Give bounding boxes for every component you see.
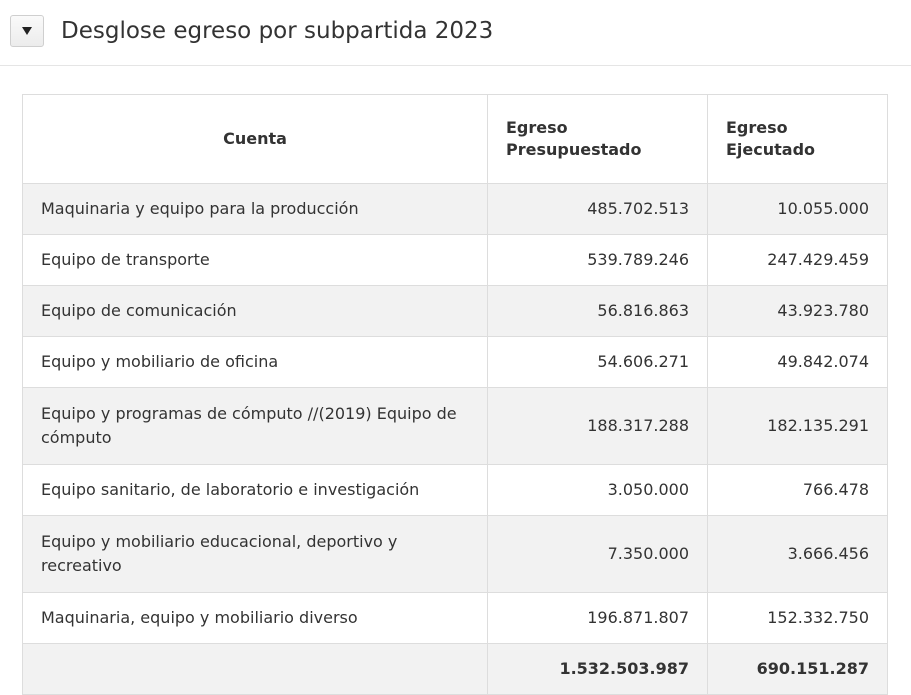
table-header-row: Cuenta Egreso Presupuestado Egreso Ejecu…: [22, 94, 888, 184]
cell-ejecutado: 182.135.291: [707, 387, 888, 465]
cell-cuenta: Equipo de comunicación: [22, 285, 488, 337]
cell-cuenta: Maquinaria y equipo para la producción: [22, 183, 488, 235]
cell-presupuestado: 56.816.863: [487, 285, 708, 337]
cell-presupuestado: 3.050.000: [487, 464, 708, 516]
cell-presupuestado: 54.606.271: [487, 336, 708, 388]
table-row: Equipo de transporte 539.789.246 247.429…: [22, 234, 888, 286]
collapse-toggle-button[interactable]: [10, 15, 44, 47]
cell-presupuestado: 485.702.513: [487, 183, 708, 235]
table-row: Maquinaria, equipo y mobiliario diverso …: [22, 592, 888, 644]
cell-ejecutado: 3.666.456: [707, 515, 888, 593]
column-header-presupuestado[interactable]: Egreso Presupuestado: [487, 94, 708, 184]
cell-presupuestado: 188.317.288: [487, 387, 708, 465]
table-row: Equipo de comunicación 56.816.863 43.923…: [22, 285, 888, 337]
table-row: Equipo y mobiliario educacional, deporti…: [22, 515, 888, 593]
cell-ejecutado: 49.842.074: [707, 336, 888, 388]
table-row: Equipo y programas de cómputo //(2019) E…: [22, 387, 888, 465]
budget-table-container: Cuenta Egreso Presupuestado Egreso Ejecu…: [22, 94, 888, 695]
budget-table: Cuenta Egreso Presupuestado Egreso Ejecu…: [22, 94, 888, 695]
table-row: Equipo sanitario, de laboratorio e inves…: [22, 464, 888, 516]
cell-cuenta: Equipo y mobiliario educacional, deporti…: [22, 515, 488, 593]
cell-presupuestado: 196.871.807: [487, 592, 708, 644]
section-header: Desglose egreso por subpartida 2023: [0, 0, 911, 66]
total-cell-presupuestado: 1.532.503.987: [487, 643, 708, 695]
cell-presupuestado: 7.350.000: [487, 515, 708, 593]
column-header-cuenta[interactable]: Cuenta: [22, 94, 488, 184]
triangle-down-icon: [22, 27, 32, 35]
cell-ejecutado: 10.055.000: [707, 183, 888, 235]
table-row: Equipo y mobiliario de oficina 54.606.27…: [22, 336, 888, 388]
cell-ejecutado: 152.332.750: [707, 592, 888, 644]
cell-ejecutado: 43.923.780: [707, 285, 888, 337]
cell-cuenta: Equipo sanitario, de laboratorio e inves…: [22, 464, 488, 516]
table-total-row: 1.532.503.987 690.151.287: [22, 643, 888, 695]
cell-cuenta: Equipo de transporte: [22, 234, 488, 286]
cell-cuenta: Maquinaria, equipo y mobiliario diverso: [22, 592, 488, 644]
cell-cuenta: Equipo y mobiliario de oficina: [22, 336, 488, 388]
total-cell-cuenta: [22, 643, 488, 695]
section-title: Desglose egreso por subpartida 2023: [61, 18, 494, 44]
column-header-ejecutado[interactable]: Egreso Ejecutado: [707, 94, 888, 184]
table-body: Maquinaria y equipo para la producción 4…: [22, 183, 888, 695]
cell-ejecutado: 247.429.459: [707, 234, 888, 286]
total-cell-ejecutado: 690.151.287: [707, 643, 888, 695]
cell-ejecutado: 766.478: [707, 464, 888, 516]
cell-presupuestado: 539.789.246: [487, 234, 708, 286]
cell-cuenta: Equipo y programas de cómputo //(2019) E…: [22, 387, 488, 465]
table-row: Maquinaria y equipo para la producción 4…: [22, 183, 888, 235]
